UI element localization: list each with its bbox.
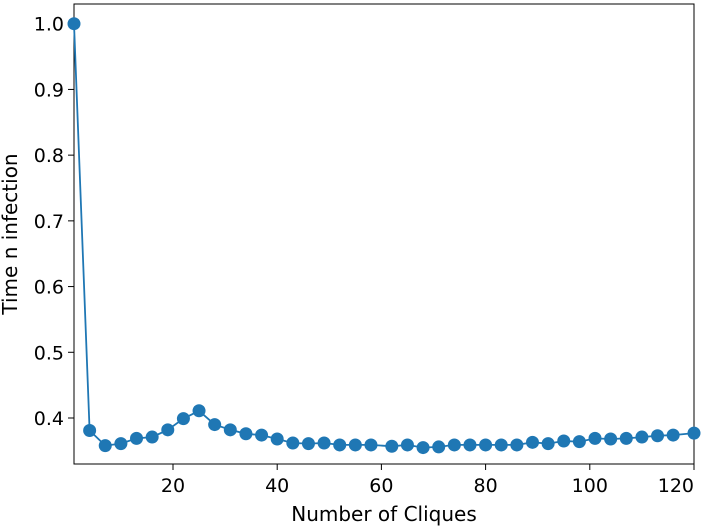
y-tick-label: 0.6	[34, 277, 64, 299]
data-point	[223, 423, 237, 437]
data-point	[557, 434, 571, 448]
y-tick-label: 0.5	[34, 342, 64, 364]
data-point	[301, 437, 315, 451]
data-point	[666, 428, 680, 442]
data-point	[255, 428, 269, 442]
data-point	[619, 431, 633, 445]
data-point	[348, 438, 362, 452]
data-point	[463, 438, 477, 452]
y-tick-label: 0.8	[34, 145, 64, 167]
data-point	[364, 438, 378, 452]
data-point	[479, 438, 493, 452]
data-point	[83, 423, 97, 437]
data-point	[270, 432, 284, 446]
data-point	[635, 430, 649, 444]
data-point	[447, 438, 461, 452]
data-point	[604, 432, 618, 446]
y-axis-ticks: 0.4 0.5 0.6 0.7 0.8 0.9 1.0	[34, 14, 74, 430]
data-point	[192, 404, 206, 418]
data-point	[239, 427, 253, 441]
x-tick-label: 100	[572, 475, 608, 497]
data-point	[114, 437, 128, 451]
data-point	[385, 439, 399, 453]
data-point	[317, 436, 331, 450]
x-tick-label: 60	[369, 475, 393, 497]
data-point	[651, 429, 665, 443]
y-tick-label: 0.7	[34, 211, 64, 233]
data-point	[525, 435, 539, 449]
data-point	[176, 412, 190, 426]
data-point	[98, 439, 112, 453]
data-point	[572, 435, 586, 449]
x-tick-label: 20	[161, 475, 185, 497]
data-point	[494, 438, 508, 452]
y-tick-label: 0.9	[34, 79, 64, 101]
data-point	[541, 437, 555, 451]
data-point	[145, 430, 159, 444]
x-tick-label: 80	[474, 475, 498, 497]
y-tick-label: 1.0	[34, 14, 64, 36]
x-axis-ticks: 20 40 60 80 100 120	[161, 464, 695, 497]
data-point	[67, 17, 81, 31]
series-markers	[67, 17, 701, 455]
data-point	[416, 441, 430, 455]
data-point	[400, 438, 414, 452]
y-tick-label: 0.4	[34, 408, 64, 430]
data-point	[432, 440, 446, 454]
data-point	[286, 436, 300, 450]
data-point	[687, 426, 701, 440]
data-point	[130, 431, 144, 445]
x-tick-label: 40	[265, 475, 289, 497]
data-point	[510, 438, 524, 452]
x-tick-label: 120	[658, 475, 694, 497]
plot-frame	[73, 3, 695, 465]
series-line	[73, 23, 695, 449]
y-axis-title: Time n infection	[0, 153, 22, 315]
data-point	[208, 418, 222, 432]
data-point	[333, 438, 347, 452]
data-point	[588, 431, 602, 445]
x-axis-title: Number of Cliques	[291, 502, 477, 526]
data-point	[161, 423, 175, 437]
